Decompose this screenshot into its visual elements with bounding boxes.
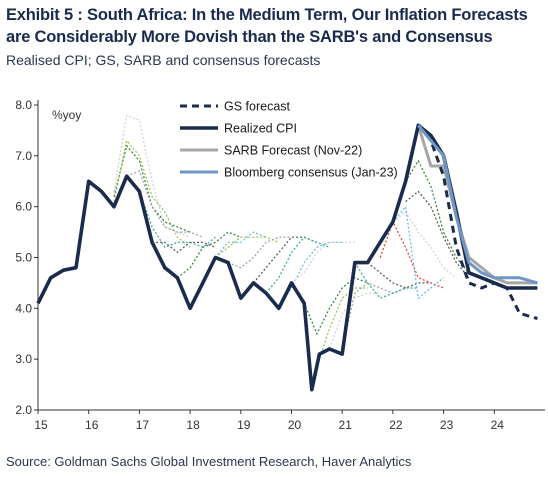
legend-label: Realized CPI (224, 122, 297, 136)
x-tick-label: 19 (237, 418, 251, 432)
y-tick-label: 7.0 (15, 149, 32, 163)
historic-forecast-line (291, 241, 355, 284)
y-unit-label: %yoy (52, 108, 81, 122)
historic-forecast-line (354, 262, 419, 299)
gs-forecast-line (417, 124, 538, 320)
historic-forecast-line (113, 139, 191, 248)
x-tick-label: 15 (34, 418, 48, 432)
historic-forecast-line (152, 241, 216, 254)
historic-forecast-line (405, 159, 470, 274)
y-tick-label: 5.0 (15, 251, 32, 265)
chart-subtitle: Realised CPI; GS, SARB and consensus for… (6, 52, 321, 68)
y-tick-label: 6.0 (15, 200, 32, 214)
historic-forecast-line (367, 262, 431, 289)
y-tick-label: 8.0 (15, 98, 32, 112)
legend-label: SARB Forecast (Nov-22) (224, 144, 362, 158)
main-series-lines (36, 123, 538, 392)
historic-forecast-line (113, 144, 191, 233)
chart-legend: GS forecast Realized CPI SARB Forecast (No… (180, 100, 398, 180)
x-tick-label: 18 (186, 418, 200, 432)
bloomberg-consensus-line (417, 124, 538, 285)
y-tick-label: 3.0 (15, 352, 32, 366)
historic-forecast-line (311, 287, 368, 385)
legend-label: GS forecast (224, 100, 291, 114)
historic-forecast-line (113, 114, 191, 238)
x-tick-label: 22 (389, 418, 403, 432)
x-tick-label: 24 (491, 418, 505, 432)
historic-forecast-line (392, 210, 457, 279)
historic-forecast-line (126, 170, 204, 238)
y-tick-label: 4.0 (15, 301, 32, 315)
source-note: Source: Goldman Sachs Global Investment … (6, 454, 412, 469)
historic-forecast-line (215, 236, 280, 258)
x-tick-label: 16 (85, 418, 99, 432)
historic-forecast-line (278, 241, 343, 309)
chart-axes: %yoy 2.0 3.0 4.0 5.0 6.0 7.0 8.0 15 16 17 18 19 20 21 2… (15, 98, 545, 432)
historic-forecast-line (265, 236, 330, 294)
sarb-forecast-line (416, 124, 538, 285)
x-tick-label: 21 (339, 418, 353, 432)
x-tick-label: 23 (440, 418, 454, 432)
legend-label: Bloomberg consensus (Jan-23) (224, 166, 398, 180)
historic-forecast-line (227, 236, 292, 269)
historic-forecast-line (405, 190, 470, 279)
y-tick-label: 2.0 (15, 403, 32, 417)
historic-forecast-line (177, 231, 242, 279)
x-tick-label: 20 (288, 418, 302, 432)
historic-forecast-line (341, 282, 406, 350)
chart-title: Exhibit 5 : South Africa: In the Medium … (6, 6, 528, 46)
historic-forecast-lines (113, 114, 470, 385)
historic-forecast-line (303, 277, 368, 336)
x-tick-label: 17 (136, 418, 150, 432)
historic-forecast-line (253, 236, 318, 284)
historic-forecast-line (392, 205, 444, 300)
